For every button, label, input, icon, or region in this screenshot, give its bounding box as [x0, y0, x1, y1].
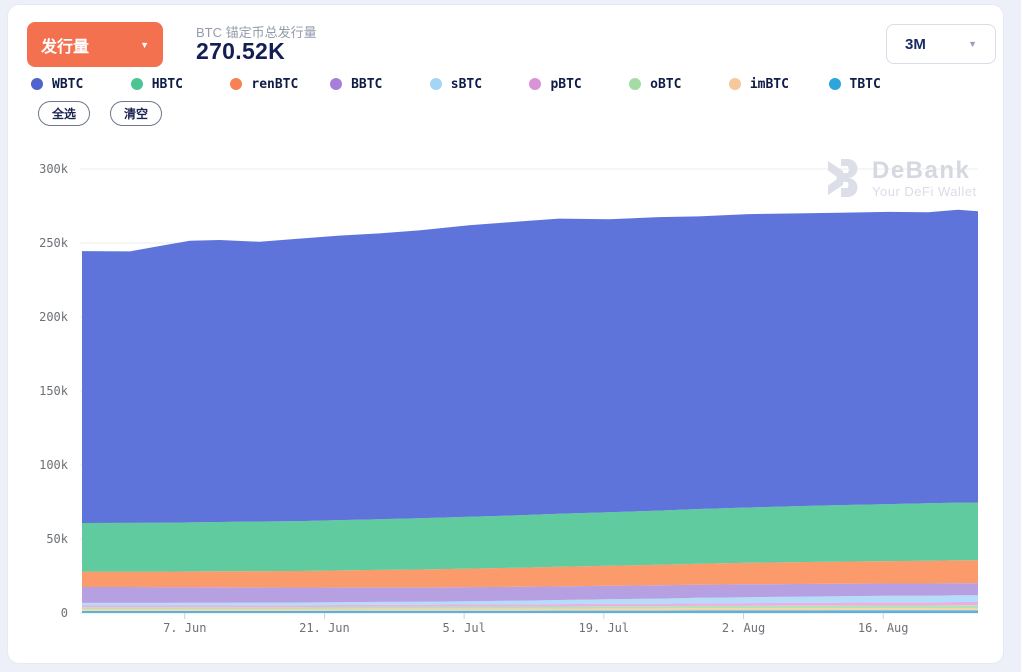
y-axis-label-50k: 50k [46, 532, 68, 546]
chart-total-value: 270.52K [196, 38, 286, 64]
legend-label: pBTC [550, 76, 582, 92]
x-axis-label-5-Jul: 5. Jul [442, 621, 486, 635]
legend-item-tbtc[interactable]: TBTC [828, 76, 929, 92]
y-axis-label-200k: 200k [39, 310, 68, 324]
chevron-down-icon: ▼ [968, 39, 977, 49]
legend-label: renBTC [251, 76, 299, 92]
legend-dot-hbtc [130, 78, 143, 90]
x-axis-label-21-Jun: 21. Jun [299, 621, 350, 635]
legend-actions: 全选 清空 [38, 101, 163, 126]
x-axis-label-2-Aug: 2. Aug [721, 621, 766, 635]
area-series-pBTC[interactable] [82, 602, 978, 608]
area-series-BBTC[interactable] [82, 583, 978, 603]
legend-item-sbtc[interactable]: sBTC [429, 76, 530, 92]
legend-label: TBTC [849, 76, 881, 92]
x-axis-label-7-Jun: 7. Jun [163, 621, 207, 635]
y-axis-label-300k: 300k [39, 162, 68, 176]
area-series-HBTC[interactable] [82, 502, 978, 572]
time-range-select[interactable]: 3M ▼ [886, 24, 996, 64]
legend-label: BBTC [351, 76, 383, 92]
area-series-imBTC[interactable] [82, 608, 978, 611]
y-axis-label-150k: 150k [39, 384, 68, 398]
legend-dot-tbtc [828, 78, 841, 90]
area-series-renBTC[interactable] [82, 560, 978, 588]
legend-dot-renbtc [230, 78, 243, 90]
x-axis-label-19-Jul: 19. Jul [578, 621, 630, 635]
legend-dot-obtc [629, 78, 642, 90]
legend-label: imBTC [749, 76, 789, 92]
metric-dropdown-label: 发行量 [41, 38, 90, 56]
area-series-oBTC[interactable] [82, 605, 978, 609]
legend-item-imbtc[interactable]: imBTC [728, 76, 829, 92]
time-range-value: 3M [905, 35, 926, 53]
chevron-down-icon: ▼ [140, 39, 149, 50]
legend-item-obtc[interactable]: oBTC [629, 77, 729, 92]
legend-label: WBTC [52, 76, 84, 92]
legend-dot-bbtc [330, 78, 343, 90]
metric-dropdown-button[interactable]: 发行量 ▼ [27, 22, 163, 67]
area-series-TBTC[interactable] [82, 610, 978, 613]
area-series-WBTC[interactable] [82, 209, 978, 523]
legend-label: oBTC [650, 76, 682, 92]
legend-label: HBTC [151, 76, 183, 92]
y-axis-label-100k: 100k [39, 458, 68, 472]
y-axis-label-250k: 250k [39, 236, 68, 250]
clear-button[interactable]: 清空 [110, 101, 163, 126]
legend: WBTC HBTC renBTC BBTC sBTC pBTC oBTC imBTC TBTC [31, 76, 928, 92]
chart-title: BTC 锚定币总发行量 [196, 25, 317, 40]
x-axis-label-16-Aug: 16. Aug [857, 621, 909, 635]
legend-item-pbtc[interactable]: pBTC [529, 77, 629, 92]
legend-dot-sbtc [429, 78, 442, 90]
legend-item-wbtc[interactable]: WBTC [31, 77, 131, 92]
legend-dot-pbtc [529, 78, 542, 90]
legend-item-bbtc[interactable]: BBTC [330, 77, 430, 92]
legend-dot-wbtc [31, 78, 43, 90]
legend-item-renbtc[interactable]: renBTC [230, 77, 330, 92]
legend-dot-imbtc [728, 78, 741, 90]
y-axis-label-0: 0 [60, 606, 68, 620]
legend-item-hbtc[interactable]: HBTC [130, 76, 231, 92]
legend-label: sBTC [450, 76, 483, 92]
area-series-sBTC[interactable] [82, 595, 978, 606]
select-all-button[interactable]: 全选 [38, 101, 91, 126]
